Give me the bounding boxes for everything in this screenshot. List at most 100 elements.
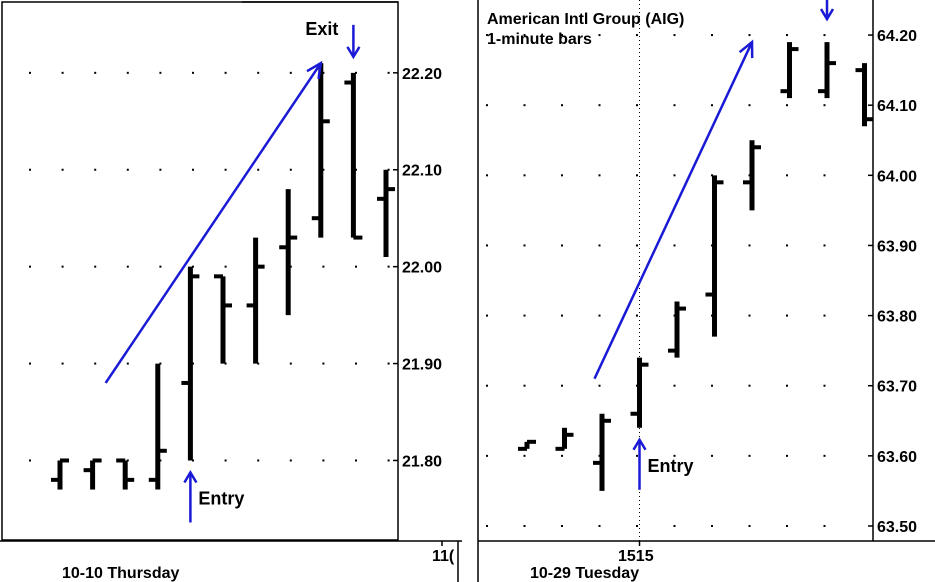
grid-dot xyxy=(523,244,526,247)
grid-dot xyxy=(257,362,260,365)
right-chart-marks: 63.50 63.60 63.70 63.80 63.90 64.00 64.10 64.20… xyxy=(486,0,917,546)
y-tick-label: 63.60 xyxy=(877,449,917,466)
grid-dot xyxy=(598,34,601,37)
grid-dot xyxy=(126,168,129,171)
left-date-label: 10-10 Thursday xyxy=(62,565,179,582)
grid-dot xyxy=(823,524,826,527)
right-date-label: 10-29 Tuesday xyxy=(530,565,639,582)
grid-dot xyxy=(322,265,325,268)
grid-dot xyxy=(561,524,563,527)
grid-dot xyxy=(561,174,563,177)
right-chart: American Intl Group (AIG) 1-minute bars … xyxy=(477,0,935,582)
grid-dot xyxy=(598,104,601,107)
grid-dot xyxy=(598,314,601,317)
exit-label: Exit xyxy=(305,19,338,39)
grid-dot xyxy=(387,459,390,462)
grid-dot xyxy=(523,104,526,107)
grid-dot xyxy=(673,454,676,457)
y-tick-label: 22.00 xyxy=(402,260,442,277)
y-tick-label: 63.70 xyxy=(877,379,917,396)
grid-dot xyxy=(748,244,751,247)
grid-dot xyxy=(94,168,97,171)
grid-dot xyxy=(598,384,601,387)
grid-dot xyxy=(159,71,162,74)
grid-dot xyxy=(355,459,357,462)
right-time-tick-label: 1515 xyxy=(618,548,654,565)
grid-dot xyxy=(486,314,488,317)
grid-dot xyxy=(159,459,162,462)
grid-dot xyxy=(486,384,488,387)
grid-dot xyxy=(823,104,826,107)
grid-dot xyxy=(289,362,292,365)
entry-arrow-head xyxy=(183,470,198,484)
grid-dot xyxy=(523,174,526,177)
grid-dot xyxy=(823,244,826,247)
grid-dot xyxy=(486,454,488,457)
y-tick-label: 63.50 xyxy=(877,519,917,536)
grid-dot xyxy=(29,459,31,462)
entry-arrow-head xyxy=(632,437,647,451)
grid-dot xyxy=(786,34,788,37)
y-tick-label: 22.10 xyxy=(402,163,442,180)
trend-arrow-line xyxy=(104,62,322,384)
left-plot-frame xyxy=(1,1,399,541)
grid-dot xyxy=(257,459,260,462)
grid-dot xyxy=(636,524,638,527)
grid-dot xyxy=(322,362,325,365)
grid-dot xyxy=(126,265,129,268)
grid-dot xyxy=(29,362,31,365)
grid-dot xyxy=(673,384,676,387)
grid-dot xyxy=(786,314,788,317)
grid-dot xyxy=(94,265,97,268)
grid-dot xyxy=(673,34,676,37)
left-chart-marks: 21.80 21.90 22.00 22.10 22.20 Entry Exit xyxy=(29,19,443,546)
grid-dot xyxy=(748,454,751,457)
exit-label: Exit xyxy=(779,0,812,1)
grid-dot xyxy=(673,174,676,177)
grid-dot xyxy=(711,34,713,37)
grid-dot xyxy=(224,459,227,462)
grid-dot xyxy=(523,524,526,527)
grid-dot xyxy=(711,104,713,107)
grid-dot xyxy=(159,168,162,171)
grid-dot xyxy=(673,524,676,527)
grid-dot xyxy=(387,362,390,365)
grid-dot xyxy=(636,244,638,247)
grid-dot xyxy=(636,174,638,177)
y-tick-label: 64.20 xyxy=(877,28,917,45)
left-chart: 10-10 Thursday 11( 21.8021.9022.0022.102… xyxy=(0,1,462,582)
grid-dot xyxy=(711,524,713,527)
grid-dot xyxy=(673,244,676,247)
trend-arrow-head xyxy=(306,60,323,80)
grid-dot xyxy=(598,174,601,177)
grid-dot xyxy=(29,265,31,268)
grid-dot xyxy=(192,362,194,365)
y-tick-label: 21.80 xyxy=(402,453,442,470)
grid-dot xyxy=(748,384,751,387)
entry-label: Entry xyxy=(198,488,244,508)
y-tick-label: 64.00 xyxy=(877,168,917,185)
grid-dot xyxy=(355,362,357,365)
grid-dot xyxy=(823,174,826,177)
grid-dot xyxy=(561,104,563,107)
grid-dot xyxy=(823,34,826,37)
grid-dot xyxy=(355,265,357,268)
grid-dot xyxy=(126,362,129,365)
grid-dot xyxy=(289,459,292,462)
left-time-tick-label: 11( xyxy=(432,548,455,565)
grid-dot xyxy=(355,71,357,74)
grid-dot xyxy=(29,168,31,171)
grid-dot xyxy=(748,104,751,107)
grid-dot xyxy=(561,454,563,457)
trend-arrow-head xyxy=(738,39,754,59)
grid-dot xyxy=(561,34,563,37)
grid-dot xyxy=(94,362,97,365)
grid-dot xyxy=(673,104,676,107)
grid-dot xyxy=(322,459,325,462)
y-tick-label: 21.90 xyxy=(402,357,442,374)
grid-dot xyxy=(289,265,292,268)
grid-dot xyxy=(126,459,129,462)
grid-dot xyxy=(224,168,227,171)
grid-dot xyxy=(523,454,526,457)
